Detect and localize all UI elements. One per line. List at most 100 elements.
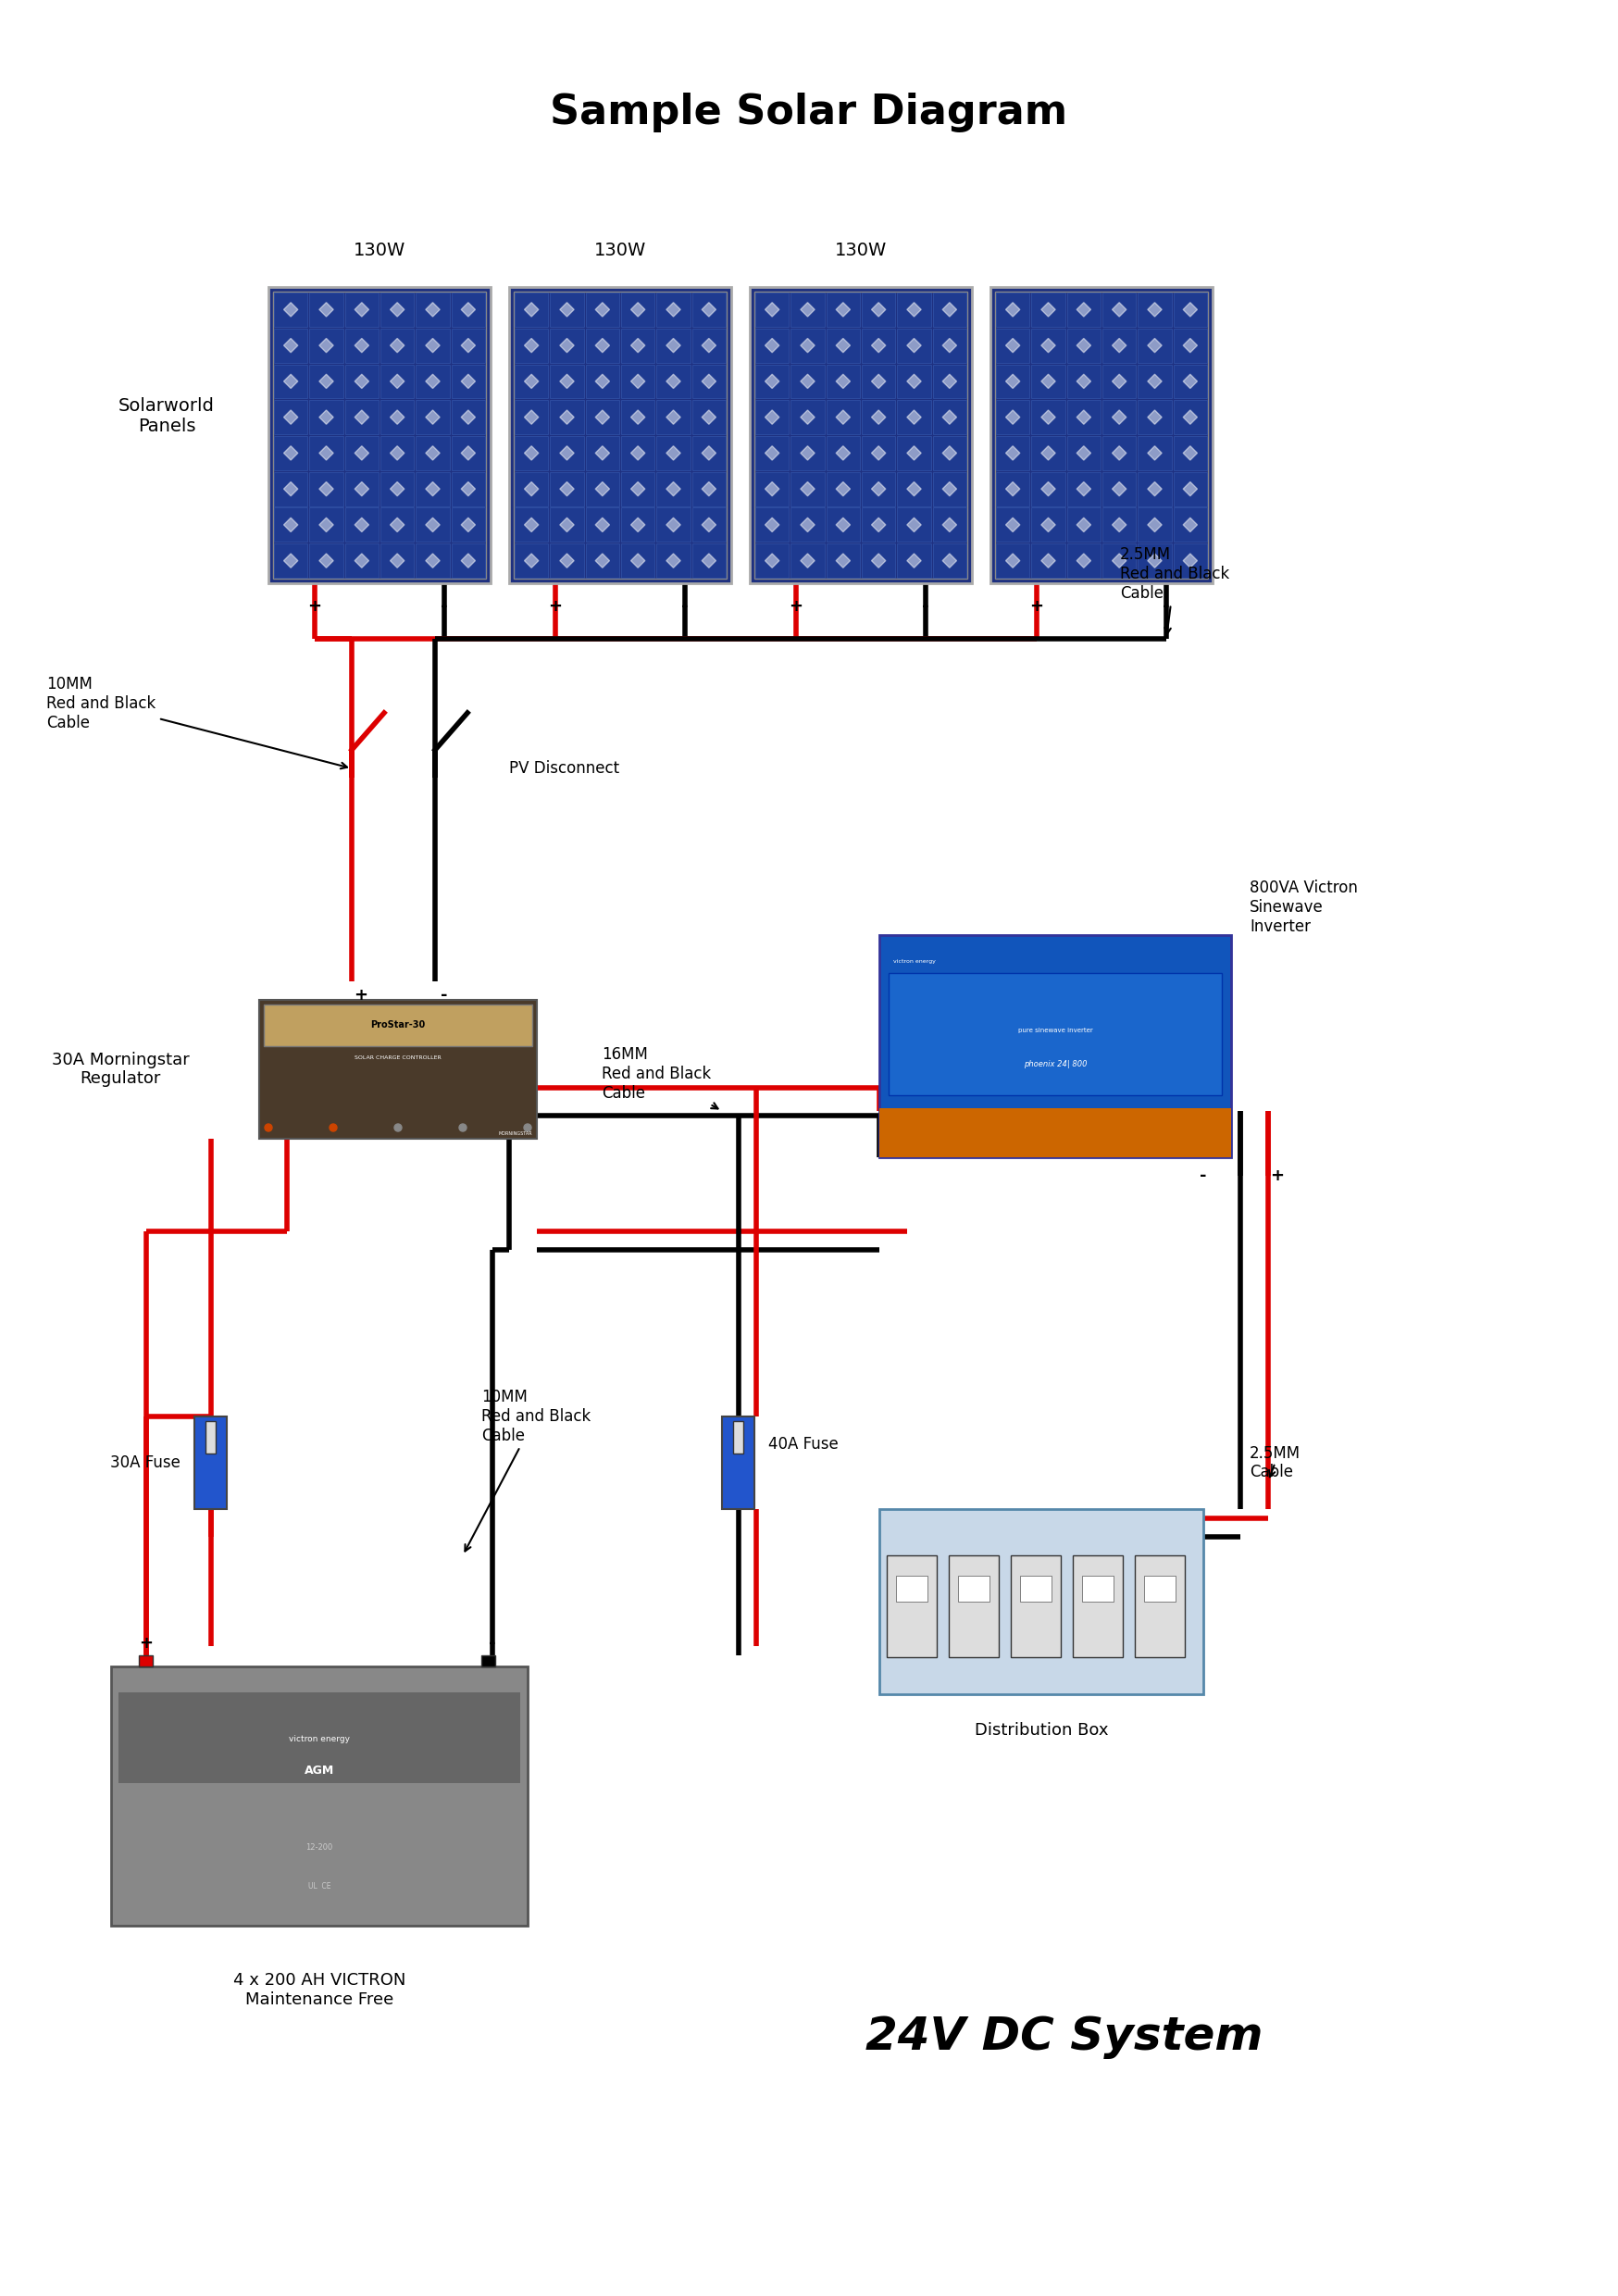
Text: SOLAR CHARGE CONTROLLER: SOLAR CHARGE CONTROLLER	[354, 1056, 442, 1061]
Polygon shape	[283, 482, 298, 496]
Polygon shape	[765, 374, 780, 388]
Bar	[791, 365, 825, 397]
Bar	[932, 400, 966, 434]
Polygon shape	[1040, 303, 1055, 317]
Bar	[345, 292, 379, 326]
Bar	[139, 1655, 152, 1667]
Polygon shape	[1006, 517, 1019, 533]
Polygon shape	[426, 303, 440, 317]
Polygon shape	[631, 374, 646, 388]
Bar	[1066, 365, 1100, 397]
Bar	[550, 400, 584, 434]
Polygon shape	[872, 482, 885, 496]
Bar	[380, 292, 414, 326]
Polygon shape	[354, 553, 369, 567]
Polygon shape	[390, 338, 404, 354]
Text: victron energy: victron energy	[288, 1736, 349, 1743]
Bar	[756, 328, 790, 363]
Text: 40A Fuse: 40A Fuse	[769, 1435, 838, 1453]
Polygon shape	[872, 338, 885, 354]
Polygon shape	[461, 445, 476, 459]
Bar	[550, 292, 584, 326]
Bar	[862, 473, 895, 505]
Polygon shape	[1076, 517, 1091, 533]
Polygon shape	[390, 445, 404, 459]
Text: victron energy: victron energy	[893, 960, 935, 964]
Polygon shape	[1040, 338, 1055, 354]
Polygon shape	[524, 553, 539, 567]
Bar	[1011, 1554, 1060, 1658]
Text: 30A Fuse: 30A Fuse	[110, 1453, 181, 1472]
Bar	[1031, 400, 1065, 434]
Bar	[1073, 1554, 1123, 1658]
Bar	[515, 365, 549, 397]
Polygon shape	[872, 517, 885, 533]
Polygon shape	[595, 374, 610, 388]
Bar	[345, 365, 379, 397]
Polygon shape	[390, 411, 404, 425]
Bar	[827, 436, 859, 471]
Polygon shape	[283, 553, 298, 567]
Polygon shape	[461, 374, 476, 388]
Bar	[1031, 436, 1065, 471]
Polygon shape	[1076, 482, 1091, 496]
Bar	[1173, 400, 1207, 434]
Polygon shape	[1183, 445, 1197, 459]
Polygon shape	[872, 374, 885, 388]
Polygon shape	[837, 338, 849, 354]
Bar	[1066, 436, 1100, 471]
Text: -: -	[681, 597, 688, 615]
Polygon shape	[390, 303, 404, 317]
Bar	[1019, 1575, 1052, 1600]
Polygon shape	[702, 303, 717, 317]
Polygon shape	[524, 482, 539, 496]
Bar	[657, 544, 691, 579]
Polygon shape	[1112, 338, 1126, 354]
Bar	[621, 507, 655, 542]
Bar	[1173, 507, 1207, 542]
Polygon shape	[631, 553, 646, 567]
Bar	[898, 328, 930, 363]
Bar	[791, 292, 825, 326]
Polygon shape	[461, 482, 476, 496]
Bar	[345, 544, 379, 579]
Bar	[550, 436, 584, 471]
Bar	[1102, 473, 1136, 505]
Polygon shape	[765, 338, 780, 354]
FancyBboxPatch shape	[990, 287, 1212, 583]
Bar	[1031, 544, 1065, 579]
Polygon shape	[942, 517, 956, 533]
Text: 130W: 130W	[594, 241, 646, 259]
Polygon shape	[560, 303, 574, 317]
Bar	[1102, 328, 1136, 363]
Bar	[586, 292, 620, 326]
Text: -: -	[440, 987, 448, 1003]
Polygon shape	[354, 445, 369, 459]
Bar	[451, 365, 485, 397]
Polygon shape	[1040, 445, 1055, 459]
Bar	[586, 507, 620, 542]
FancyBboxPatch shape	[194, 1417, 227, 1508]
Polygon shape	[1147, 482, 1162, 496]
Bar	[898, 473, 930, 505]
Bar	[932, 292, 966, 326]
Polygon shape	[631, 445, 646, 459]
Text: 30A Morningstar
Regulator: 30A Morningstar Regulator	[52, 1052, 189, 1088]
Polygon shape	[283, 517, 298, 533]
Polygon shape	[1147, 303, 1162, 317]
Text: +: +	[549, 597, 563, 615]
Polygon shape	[560, 374, 574, 388]
Polygon shape	[1040, 482, 1055, 496]
Bar	[733, 1421, 743, 1453]
Bar	[896, 1575, 927, 1600]
Bar	[791, 436, 825, 471]
Polygon shape	[595, 303, 610, 317]
Bar	[1102, 436, 1136, 471]
Bar	[380, 328, 414, 363]
Bar	[451, 544, 485, 579]
Polygon shape	[801, 338, 815, 354]
Polygon shape	[524, 445, 539, 459]
FancyBboxPatch shape	[749, 287, 972, 583]
Bar	[273, 328, 307, 363]
Polygon shape	[942, 374, 956, 388]
